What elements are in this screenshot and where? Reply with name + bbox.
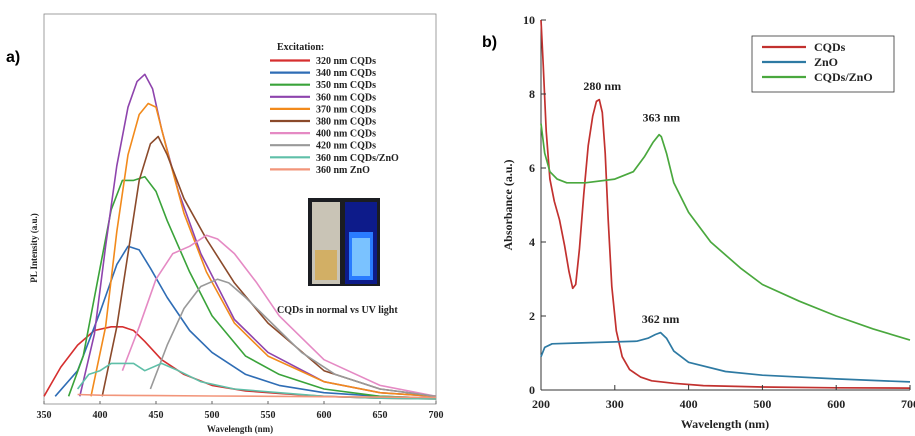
series-line-370-nm-cqds bbox=[90, 102, 437, 398]
legend-title: Excitation: bbox=[277, 42, 324, 53]
legend-entry: 400 nm CQDs bbox=[316, 129, 376, 140]
x-tick-label: 300 bbox=[606, 397, 624, 411]
x-tick-label: 550 bbox=[261, 410, 276, 421]
series-line-350-nm-cqds bbox=[67, 175, 437, 399]
legend-entry: 420 nm CQDs bbox=[316, 141, 376, 152]
x-tick-label: 450 bbox=[149, 410, 164, 421]
panel-b-y-axis-label: Absorbance (a.u.) bbox=[501, 159, 515, 250]
legend-entry: 360 nm ZnO bbox=[316, 165, 370, 176]
x-tick-label: 350 bbox=[37, 410, 52, 421]
y-tick-label: 0 bbox=[529, 383, 535, 397]
panel-a-chart: 350 400 450 500 550 600 650 700 Wavelength (nm)… bbox=[29, 13, 444, 434]
peak-annotation: 363 nm bbox=[642, 110, 680, 124]
series-line-400-nm-cqds bbox=[121, 234, 437, 398]
x-tick-label: 400 bbox=[680, 397, 698, 411]
series-line-zno bbox=[540, 331, 911, 383]
legend-entry: 340 nm CQDs bbox=[316, 68, 376, 79]
x-tick-label: 700 bbox=[901, 397, 915, 411]
series-line-340-nm-cqds bbox=[54, 245, 437, 399]
panel-a-label: a) bbox=[6, 49, 20, 66]
panel-b-x-axis-label: Wavelength (nm) bbox=[681, 417, 769, 431]
panel-b-label: b) bbox=[482, 34, 497, 51]
panel-a-y-axis-label: PL Intensity (a.u.) bbox=[29, 213, 39, 283]
y-tick-label: 10 bbox=[523, 13, 535, 27]
legend-entry: 350 nm CQDs bbox=[316, 80, 376, 91]
legend-entry: 360 nm CQDs bbox=[316, 92, 376, 103]
inset-cuvette-photo bbox=[308, 198, 380, 286]
x-tick-label: 500 bbox=[205, 410, 220, 421]
y-tick-label: 6 bbox=[529, 161, 535, 175]
series-line-420-nm-cqds bbox=[149, 278, 437, 398]
x-tick-label: 200 bbox=[532, 397, 550, 411]
x-tick-label: 500 bbox=[753, 397, 771, 411]
legend-entry: 320 nm CQDs bbox=[316, 56, 376, 67]
legend-entry: 360 nm CQDs/ZnO bbox=[316, 153, 399, 164]
legend-box bbox=[751, 35, 895, 93]
legend-entry: CQDs/ZnO bbox=[814, 70, 873, 84]
x-tick-label: 650 bbox=[373, 410, 388, 421]
x-tick-label: 600 bbox=[827, 397, 845, 411]
peak-annotation: 362 nm bbox=[642, 312, 680, 326]
x-tick-label: 400 bbox=[93, 410, 108, 421]
legend-entry: 380 nm CQDs bbox=[316, 117, 376, 128]
x-tick-label: 700 bbox=[429, 410, 444, 421]
panel-a-frame bbox=[43, 13, 437, 405]
series-line-cqds-zno bbox=[540, 123, 911, 341]
series-line-380-nm-cqds bbox=[101, 135, 437, 398]
series-line-360-nm-zno bbox=[77, 393, 437, 399]
series-line-360-nm-cqds-zno bbox=[76, 362, 437, 400]
x-tick-label: 600 bbox=[317, 410, 332, 421]
series-line-360-nm-cqds bbox=[79, 73, 437, 398]
y-tick-label: 4 bbox=[529, 235, 535, 249]
legend-entry: 370 nm CQDs bbox=[316, 104, 376, 115]
legend-entry: ZnO bbox=[814, 55, 838, 69]
y-tick-label: 2 bbox=[529, 309, 535, 323]
y-tick-label: 8 bbox=[529, 87, 535, 101]
legend-entry: CQDs bbox=[814, 40, 846, 54]
inset-caption: CQDs in normal vs UV light bbox=[277, 305, 398, 316]
series-line-cqds bbox=[540, 19, 911, 389]
panel-a-x-axis-label: Wavelength (nm) bbox=[207, 424, 273, 434]
peak-annotation: 280 nm bbox=[583, 79, 621, 93]
panel-b-chart: 200 300 400 500 600 700 0 2 4 6 8 10 Wavelength (n… bbox=[501, 13, 915, 431]
